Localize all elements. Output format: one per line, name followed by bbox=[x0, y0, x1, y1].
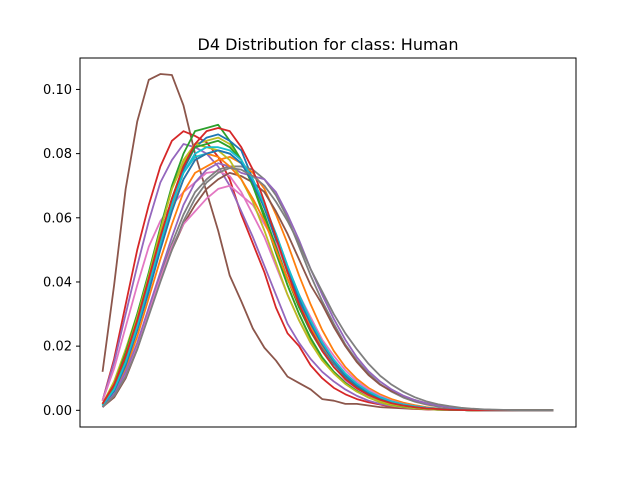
y-tick-label: 0.06 bbox=[43, 211, 72, 226]
series-lines bbox=[101, 73, 554, 412]
plot-frame bbox=[79, 57, 577, 428]
y-tick-label: 0.08 bbox=[43, 147, 72, 162]
y-tick-label: 0.10 bbox=[43, 83, 72, 98]
y-axis: 0.00 0.02 0.04 0.06 0.08 0.10 bbox=[43, 83, 80, 419]
y-tick-label: 0.02 bbox=[43, 340, 72, 355]
y-tick-label: 0.04 bbox=[43, 275, 72, 290]
y-tick-label: 0.00 bbox=[43, 404, 72, 419]
chart-title: D4 Distribution for class: Human bbox=[198, 35, 459, 54]
series-line-19 bbox=[101, 127, 554, 412]
series-line-20 bbox=[101, 167, 554, 412]
